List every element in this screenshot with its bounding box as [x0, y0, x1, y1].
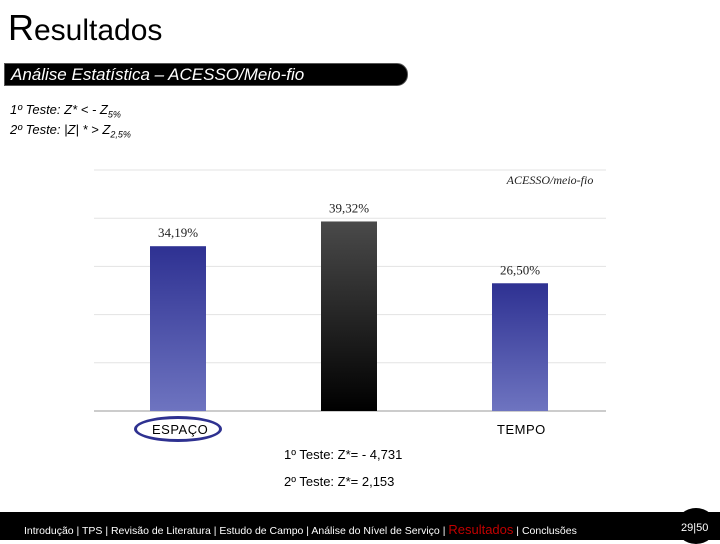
page-number: 29|50 [681, 522, 709, 534]
test2-variable: Z [67, 122, 76, 137]
breadcrumb-nav: Introdução | TPS | Revisão de Literatura… [24, 522, 577, 537]
title-rest: esultados [34, 14, 163, 47]
chart-title: ACESSO/meio-fio [506, 173, 594, 187]
bar-2 [321, 221, 377, 411]
bar-3 [492, 283, 548, 411]
test2-subscript: 2,5% [110, 129, 131, 140]
data-label-2: 39,32% [329, 200, 369, 215]
slide-title: Resultados [8, 8, 162, 51]
data-label-3: 26,50% [500, 262, 540, 277]
test2-suffix: * > Z [78, 122, 111, 137]
category-label-espaco: ESPAÇO [152, 422, 209, 437]
data-label-1: 34,19% [158, 225, 198, 240]
test-criterion-2: 2º Teste: |Z| * > Z2,5% [10, 122, 131, 140]
section-header-bar: Análise Estatística – ACESSO/Meio-fio [4, 63, 408, 86]
nav-item-active: Resultados [448, 522, 514, 537]
bar-chart: ACESSO/meio-fio 34,19% 39,32% 26,50% [94, 169, 606, 412]
footer-nav-bar: Introdução | TPS | Revisão de Literatura… [0, 512, 720, 540]
page-number-badge [676, 508, 716, 544]
test1-text: 1º Teste: Z* < - Z [10, 102, 108, 117]
title-first-letter: R [8, 7, 34, 48]
result-test-1: 1º Teste: Z*= - 4,731 [284, 447, 403, 462]
nav-items-before: Introdução | TPS | Revisão de Literatura… [24, 525, 449, 537]
nav-items-after: | Conclusões [513, 525, 577, 537]
test2-text: 2º Teste: [10, 122, 65, 137]
test1-subscript: 5% [107, 109, 121, 120]
section-title: Análise Estatística – ACESSO/Meio-fio [11, 65, 305, 84]
result-test-2: 2º Teste: Z*= 2,153 [284, 474, 395, 489]
abs-bar-left: | [64, 122, 68, 137]
category-label-tempo: TEMPO [497, 422, 546, 437]
abs-bar-right: | [75, 122, 79, 137]
bar-1 [150, 246, 206, 411]
test-criterion-1: 1º Teste: Z* < - Z5% [10, 102, 121, 120]
espaco-highlight-oval [134, 416, 222, 442]
